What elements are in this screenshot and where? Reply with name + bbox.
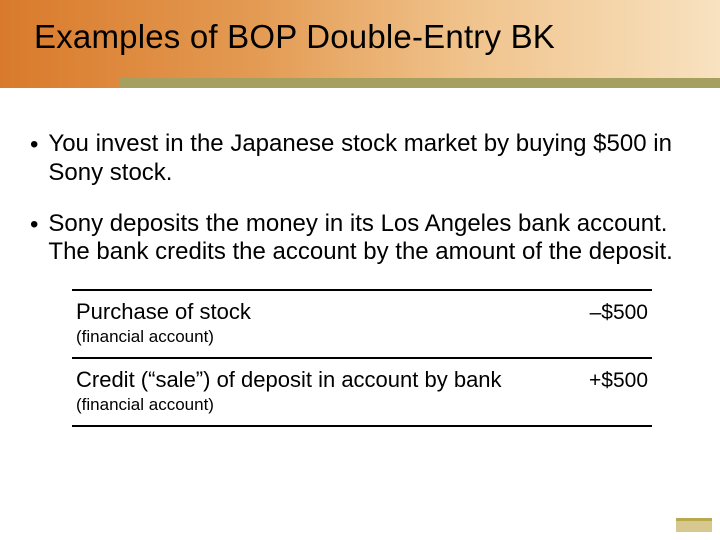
bullet-item: • Sony deposits the money in its Los Ang… <box>30 210 690 268</box>
ledger-entries: Purchase of stock (financial account) –$… <box>72 289 652 427</box>
ledger-row: Purchase of stock (financial account) –$… <box>72 291 652 357</box>
ledger-row-left: Purchase of stock (financial account) <box>76 299 578 347</box>
slide-content: • You invest in the Japanese stock marke… <box>30 130 690 427</box>
ledger-row: Credit (“sale”) of deposit in account by… <box>72 359 652 425</box>
entry-sub: (financial account) <box>76 327 578 347</box>
entry-amount: –$500 <box>578 299 648 325</box>
ledger-row-left: Credit (“sale”) of deposit in account by… <box>76 367 577 415</box>
entry-sub: (financial account) <box>76 395 577 415</box>
entry-amount: +$500 <box>577 367 648 393</box>
bullet-marker: • <box>30 211 38 240</box>
entry-main: Purchase of stock <box>76 299 578 325</box>
rule-line <box>72 425 652 427</box>
bullet-text: You invest in the Japanese stock market … <box>48 130 690 188</box>
slide-title: Examples of BOP Double-Entry BK <box>34 18 555 56</box>
bullet-text: Sony deposits the money in its Los Angel… <box>48 210 690 268</box>
footer-accent <box>676 518 712 532</box>
bullet-marker: • <box>30 131 38 160</box>
bullet-item: • You invest in the Japanese stock marke… <box>30 130 690 188</box>
entry-main: Credit (“sale”) of deposit in account by… <box>76 367 577 393</box>
